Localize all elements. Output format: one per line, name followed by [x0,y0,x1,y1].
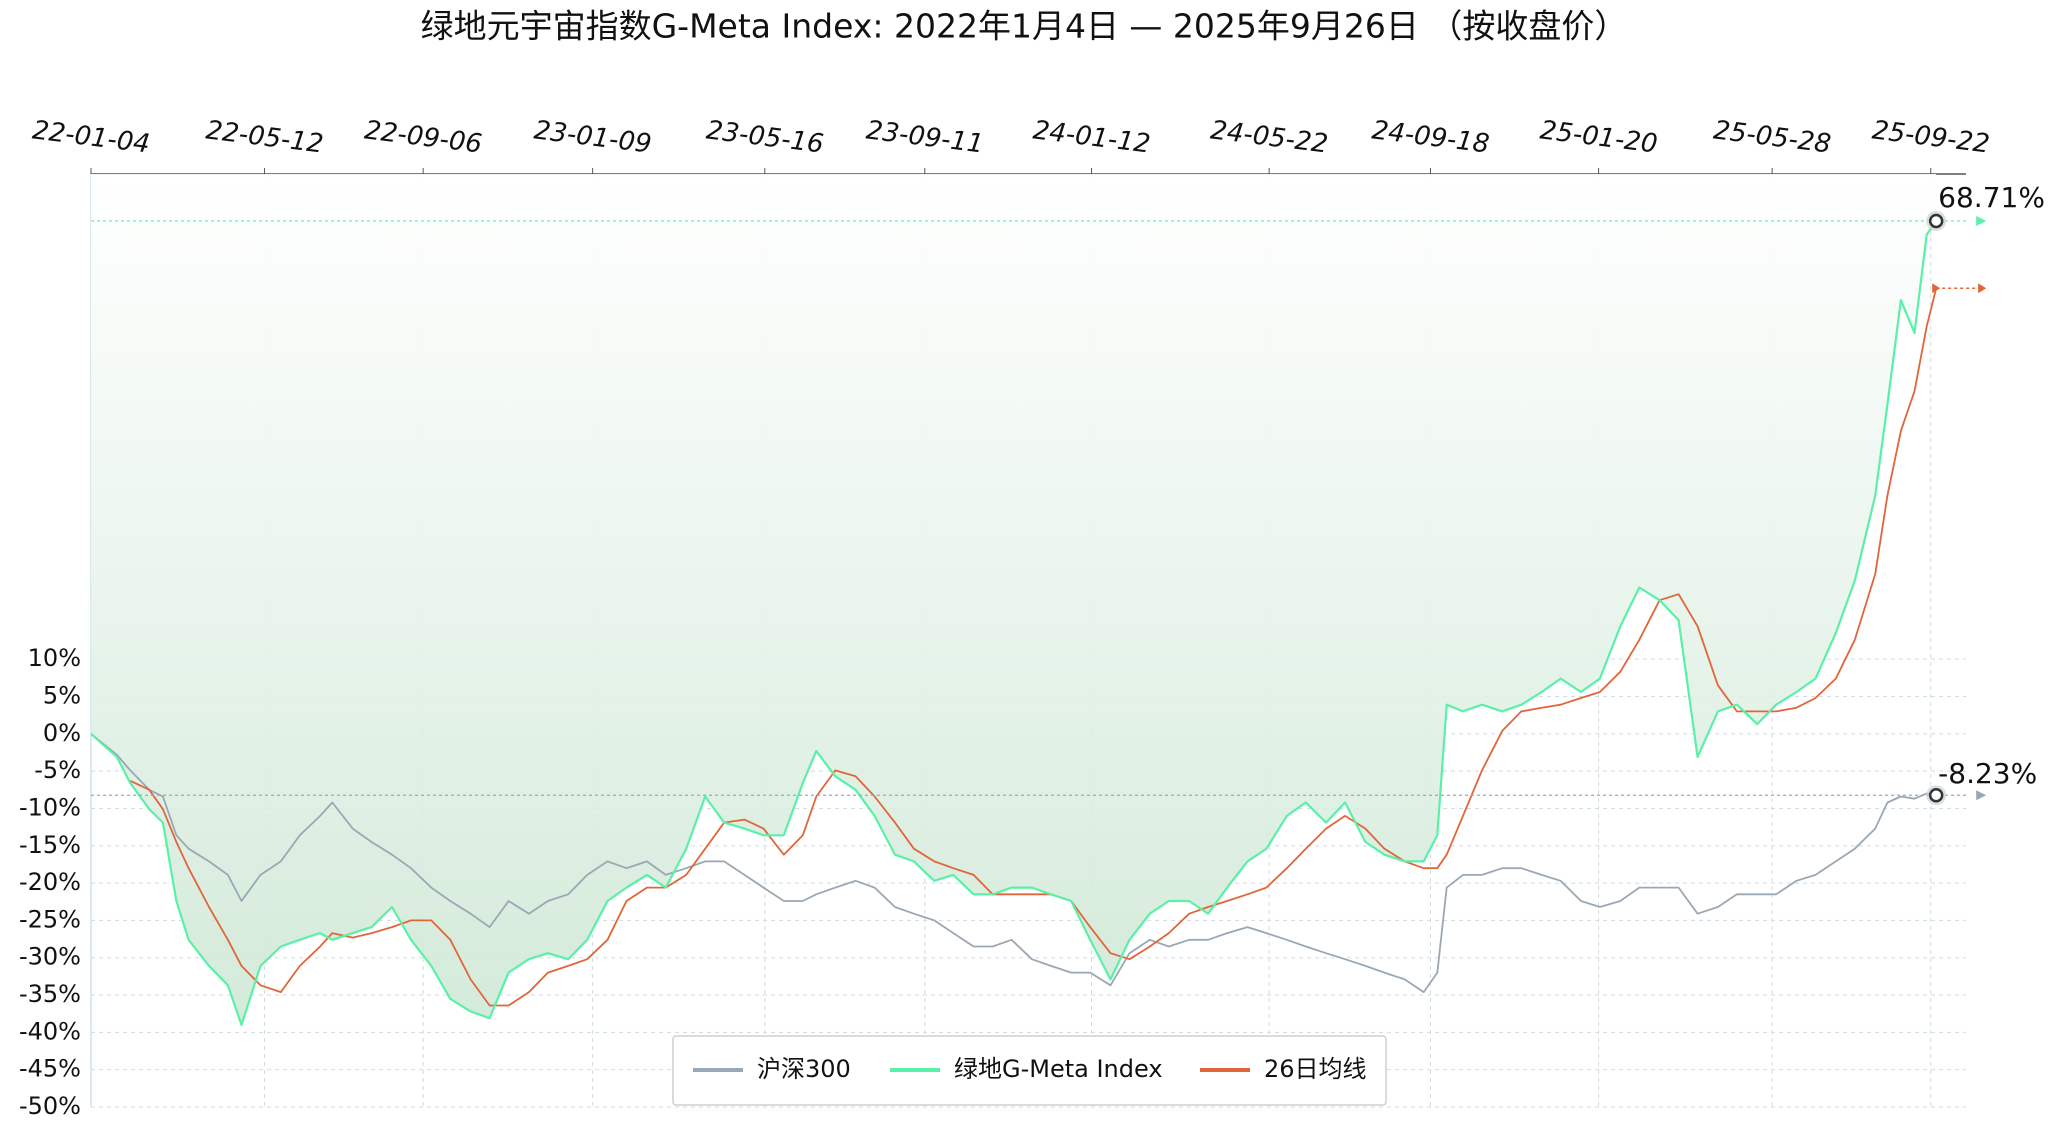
series-line [90,220,1938,1026]
annotation-label: 68.71% [1938,181,2045,214]
y-tick-label: -35% [19,980,81,1008]
legend: 沪深300 绿地G-Meta Index 26日均线 [672,1035,1387,1106]
y-tick-label: -20% [19,868,81,896]
chart-title: 绿地元宇宙指数G-Meta Index: 2022年1月4日 — 2025年9月… [421,7,1628,46]
x-tick-label: 24-05-22 [1209,115,1330,159]
series-line [90,733,1937,993]
x-tick-label: 25-01-20 [1538,115,1659,159]
series-line [129,287,1938,1007]
legend-label: 26日均线 [1264,1055,1367,1083]
legend-label: 沪深300 [757,1055,851,1083]
y-tick-label: -5% [34,756,81,784]
x-tick-label: 22-01-04 [31,115,152,159]
x-tick-label: 22-09-06 [363,115,484,159]
legend-box [672,1035,1387,1106]
y-tick-label: -40% [19,1017,81,1045]
y-tick-label: -25% [19,905,81,933]
end-arrow [1932,283,1941,294]
x-tick-label: 23-01-09 [532,115,653,159]
annotation-label: -8.23% [1938,757,2037,790]
end-marker [1928,213,1944,229]
area-fill [91,174,1937,1025]
y-tick-label: -10% [19,793,81,821]
x-tick-label: 25-05-28 [1712,115,1833,159]
y-tick-label: -50% [19,1092,81,1120]
legend-label: 绿地G-Meta Index [954,1055,1163,1083]
end-arrow [1976,215,1987,226]
y-tick-label: 0% [43,719,81,747]
x-tick-label: 24-09-18 [1370,115,1491,159]
x-tick-label: 23-09-11 [864,115,985,159]
y-tick-label: -45% [19,1055,81,1083]
x-tick-label: 23-05-16 [704,115,825,159]
x-tick-label: 24-01-12 [1031,115,1152,159]
y-tick-label: -15% [19,831,81,859]
y-tick-label: -30% [19,943,81,971]
end-marker [1928,787,1944,803]
end-arrow [1976,790,1987,801]
y-tick-label: 5% [43,681,81,709]
x-tick-label: 25-09-22 [1870,115,1991,159]
end-arrow [1978,283,1987,294]
x-tick-label: 22-05-12 [204,115,325,159]
y-tick-label: 10% [28,644,81,672]
